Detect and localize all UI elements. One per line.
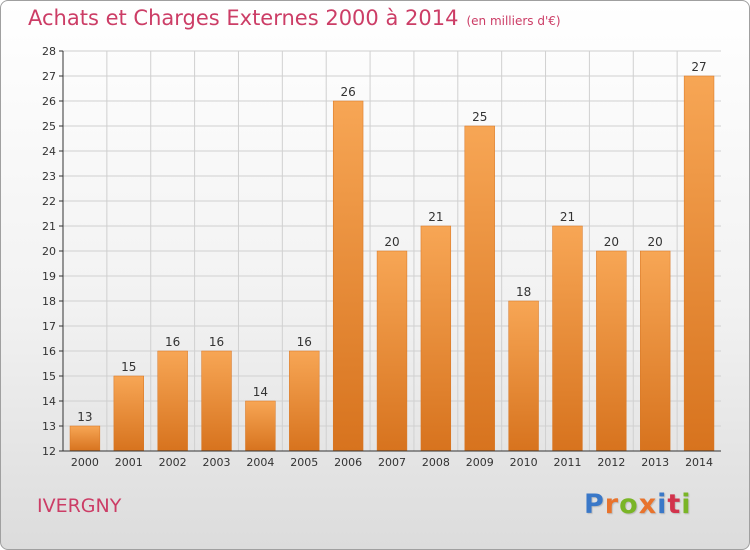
x-tick-label: 2002 [159,456,187,469]
bar [113,375,144,452]
logo-letter: i [657,489,668,520]
x-tick-label: 2004 [246,456,274,469]
x-tick-label: 2010 [510,456,538,469]
data-labels: 13 15 16 16 14 16 26 20 21 25 18 21 20 20 27 [77,60,706,424]
y-tick-label: 13 [42,420,56,433]
bars [69,75,715,452]
data-label: 13 [77,410,92,424]
x-tick-label: 2001 [115,456,143,469]
data-label: 16 [165,335,180,349]
data-label: 21 [560,210,575,224]
data-label: 18 [516,285,531,299]
data-label: 26 [340,85,355,99]
data-label: 20 [384,235,399,249]
data-label: 27 [691,60,706,74]
data-label: 25 [472,110,487,124]
data-label: 20 [604,235,619,249]
x-tick-label: 2014 [685,456,713,469]
data-label: 16 [209,335,224,349]
title-row: Achats et Charges Externes 2000 à 2014 (e… [28,6,561,30]
axes: 12 13 14 15 16 17 18 19 20 21 22 23 24 25 26 27 28 2000 20… [42,45,721,469]
data-label: 20 [648,235,663,249]
y-tick-label: 20 [42,245,56,258]
x-tick-label: 2007 [378,456,406,469]
x-tick-label: 2008 [422,456,450,469]
x-tick-label: 2009 [466,456,494,469]
y-tick-label: 17 [42,320,56,333]
bar [69,425,101,452]
x-tick-label: 2011 [553,456,581,469]
x-tick-label: 2000 [71,456,99,469]
bar [552,225,583,452]
x-tick-label: 2012 [597,456,625,469]
chart-subtitle: (en milliers d'€) [466,14,561,28]
data-label: 14 [253,385,268,399]
y-tick-label: 21 [42,220,56,233]
bar [332,100,364,452]
y-tick-label: 22 [42,195,56,208]
y-tick-label: 14 [42,395,56,408]
bar [245,400,276,452]
data-label: 21 [428,210,443,224]
x-tick-label: 2013 [641,456,669,469]
bar [508,300,539,452]
y-tick-label: 23 [42,170,56,183]
bar [376,250,408,452]
logo-letter: P [584,489,605,520]
x-tick-label: 2006 [334,456,362,469]
bar [640,250,671,452]
logo-letter: o [619,489,639,520]
y-tick-label: 25 [42,120,56,133]
bar [420,225,452,452]
logo-letter: i [681,489,692,520]
y-tick-label: 27 [42,70,56,83]
logo-letter: x [638,489,658,520]
y-tick-label: 28 [42,45,56,58]
bar [289,350,320,452]
proxiti-logo: Proxiti [584,489,692,520]
data-label: 15 [121,360,136,374]
logo-letter: t [667,489,682,520]
data-label: 16 [297,335,312,349]
x-tick-label: 2005 [290,456,318,469]
y-tick-label: 26 [42,95,56,108]
y-tick-label: 18 [42,295,56,308]
bar [157,350,188,452]
bar [464,125,495,452]
y-tick-label: 19 [42,270,56,283]
y-tick-label: 16 [42,345,56,358]
x-tick-label: 2003 [203,456,231,469]
logo-letter: r [604,489,620,520]
y-tick-label: 24 [42,145,56,158]
bar [201,350,232,452]
y-tick-label: 12 [42,445,56,458]
bar [596,250,627,452]
y-tick-label: 15 [42,370,56,383]
commune-name: IVERGNY [37,495,122,517]
chart-title: Achats et Charges Externes 2000 à 2014 [28,6,459,30]
bar [683,75,715,452]
